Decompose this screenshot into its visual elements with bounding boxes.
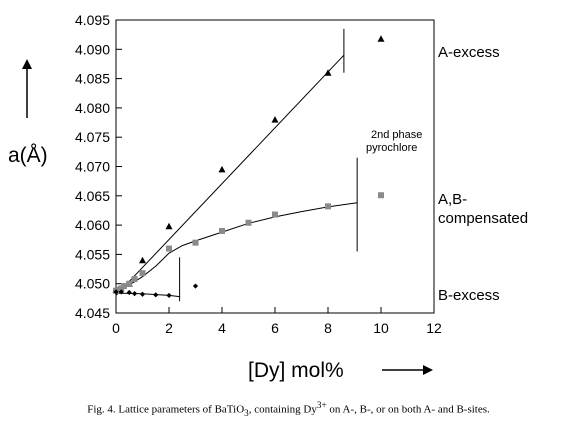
y-tick-label: 4.070: [75, 159, 110, 175]
diamond-point: [126, 289, 132, 296]
caption-part: , containing Dy: [248, 403, 317, 416]
caption-part: Fig. 4. Lattice parameters of BaTiO: [87, 403, 245, 416]
data-points: [112, 35, 385, 299]
fit-line-0: [115, 54, 345, 296]
y-tick-label: 4.050: [75, 276, 110, 292]
triangle-point: [377, 35, 385, 42]
y-tick-label: 4.060: [75, 217, 110, 233]
y-axis-ticks: 4.045 4.050 4.055 4.060 4.065 4.070 4.075 4.080…: [75, 12, 122, 321]
x-tick-label: 4: [218, 320, 226, 336]
y-tick-label: 4.055: [75, 246, 110, 262]
series-label-a-excess: A-excess: [438, 44, 500, 61]
label-part: compensated: [438, 210, 528, 227]
diamond-point: [118, 289, 124, 295]
series-label-b-excess: B-excess: [438, 287, 500, 304]
square-point: [325, 203, 331, 210]
figure-caption: Fig. 4. Lattice parameters of BaTiO3, co…: [0, 400, 577, 418]
y-tick-label: 4.065: [75, 188, 110, 204]
x-tick-label: 0: [112, 320, 120, 336]
fit-line-1: [115, 202, 358, 294]
diamond-point: [139, 291, 146, 297]
diamond-point: [131, 291, 138, 297]
square-point: [378, 192, 384, 199]
square-point: [272, 211, 278, 218]
square-point: [245, 219, 252, 226]
diamond-point: [166, 292, 172, 299]
annotation-line-2: pyrochlore: [366, 142, 417, 154]
y-tick-label: 4.080: [75, 100, 110, 116]
square-point: [166, 245, 172, 252]
square-point: [126, 280, 133, 287]
diamond-point: [113, 289, 119, 295]
square-point: [120, 283, 127, 290]
caption-part: 3+: [316, 400, 327, 410]
annotation-line-1: 2nd phase: [371, 129, 422, 141]
triangle-point: [139, 256, 146, 264]
series-label-ab-compensated: A,B-compensated: [438, 191, 528, 227]
square-point: [131, 276, 138, 283]
y-tick-label: 4.095: [75, 12, 110, 28]
caption-part: 3: [244, 407, 249, 418]
limit-lines: [179, 28, 358, 302]
x-tick-label: 10: [373, 320, 389, 336]
triangle-point: [271, 116, 279, 123]
square-point: [192, 239, 199, 246]
x-tick-label: 8: [324, 320, 332, 336]
x-axis-ticks: 0 2 4 6 8 10 12: [112, 307, 442, 336]
plot-frame: [115, 19, 435, 314]
y-axis-label: a(Å): [8, 144, 48, 167]
triangle-point: [218, 165, 226, 173]
y-tick-label: 4.045: [75, 305, 110, 321]
y-tick-label: 4.090: [75, 41, 110, 57]
diamond-point: [192, 283, 199, 289]
diamond-point: [153, 292, 159, 298]
x-tick-label: 12: [426, 320, 442, 336]
x-tick-label: 6: [271, 320, 279, 336]
square-point: [219, 227, 225, 234]
x-tick-label: 2: [165, 320, 173, 336]
triangle-point: [165, 222, 173, 230]
label-part: A,B-: [438, 191, 467, 208]
x-axis-label: [Dy] mol%: [248, 359, 344, 382]
fit-lines: [115, 54, 358, 298]
y-tick-label: 4.085: [75, 71, 110, 87]
caption-part: on A-, B-, or on both A- and B-sites.: [326, 403, 490, 416]
triangle-point: [324, 69, 332, 76]
y-tick-label: 4.075: [75, 129, 110, 145]
square-point: [139, 270, 146, 277]
